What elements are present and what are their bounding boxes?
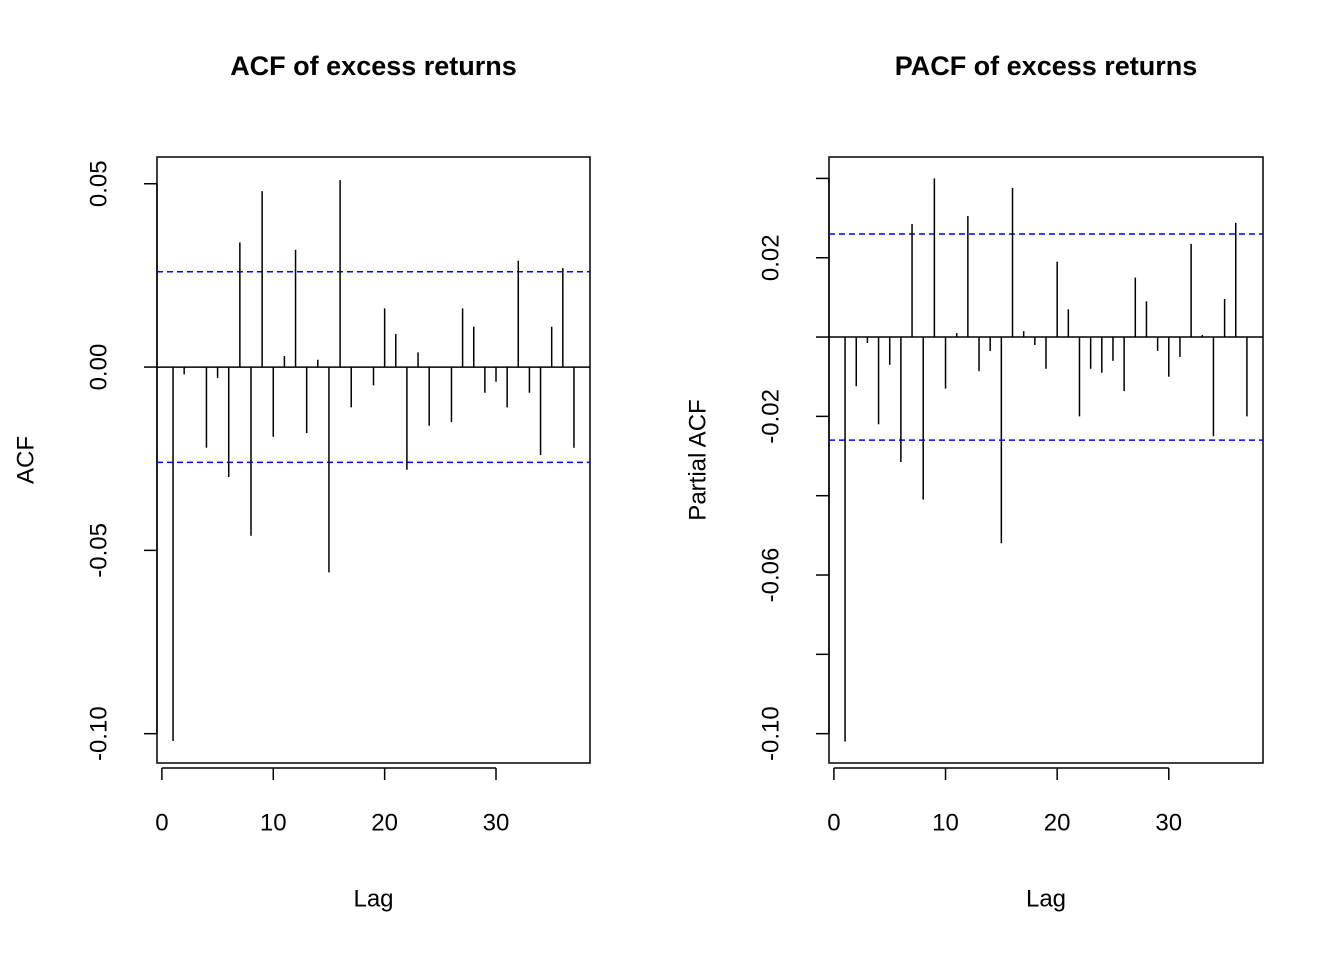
y-axis-label: Partial ACF [684,399,711,520]
x-tick-label: 30 [1155,809,1182,836]
x-axis-label: Lag [1026,885,1066,912]
x-tick-label: 20 [1044,809,1071,836]
y-tick-label: 0.00 [85,344,112,391]
chart-title: PACF of excess returns [895,51,1198,81]
y-tick-label: -0.02 [757,389,784,444]
plot-frame [156,156,591,764]
y-tick-label: -0.06 [757,548,784,603]
y-tick-label: -0.10 [85,706,112,761]
x-tick-label: 30 [483,809,510,836]
y-tick-label: -0.05 [85,523,112,578]
x-tick-label: 20 [371,809,398,836]
y-tick-label: 0.05 [85,160,112,207]
x-tick-label: 0 [155,809,168,836]
x-axis-label: Lag [353,885,393,912]
x-tick-label: 0 [827,809,840,836]
x-tick-label: 10 [260,809,287,836]
y-tick-label: -0.10 [757,706,784,761]
chart-title: ACF of excess returns [230,51,517,81]
plot-frame [828,156,1264,764]
y-axis-label: ACF [12,436,39,484]
x-tick-label: 10 [932,809,959,836]
y-tick-label: 0.02 [757,234,784,281]
